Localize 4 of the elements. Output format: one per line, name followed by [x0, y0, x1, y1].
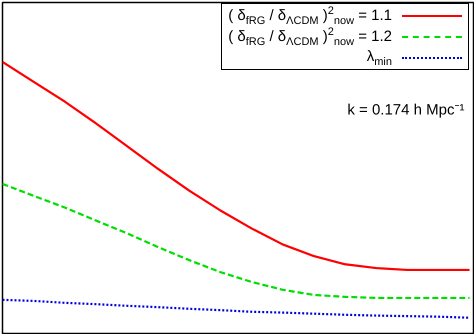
legend-label: ( δ$_{fRG}$ / δ$_{ΛCDM}$ )$^{2}$$_{now}$ = 1.1 — [228, 4, 392, 26]
annotation: k = 0.174 h Mpc⁻¹ — [347, 102, 465, 118]
legend-label: λ$_{min}$ — [366, 48, 392, 68]
legend-label: ( δ$_{fRG}$ / δ$_{ΛCDM}$ )$^{2}$$_{now}$ = 1.2 — [228, 26, 392, 48]
